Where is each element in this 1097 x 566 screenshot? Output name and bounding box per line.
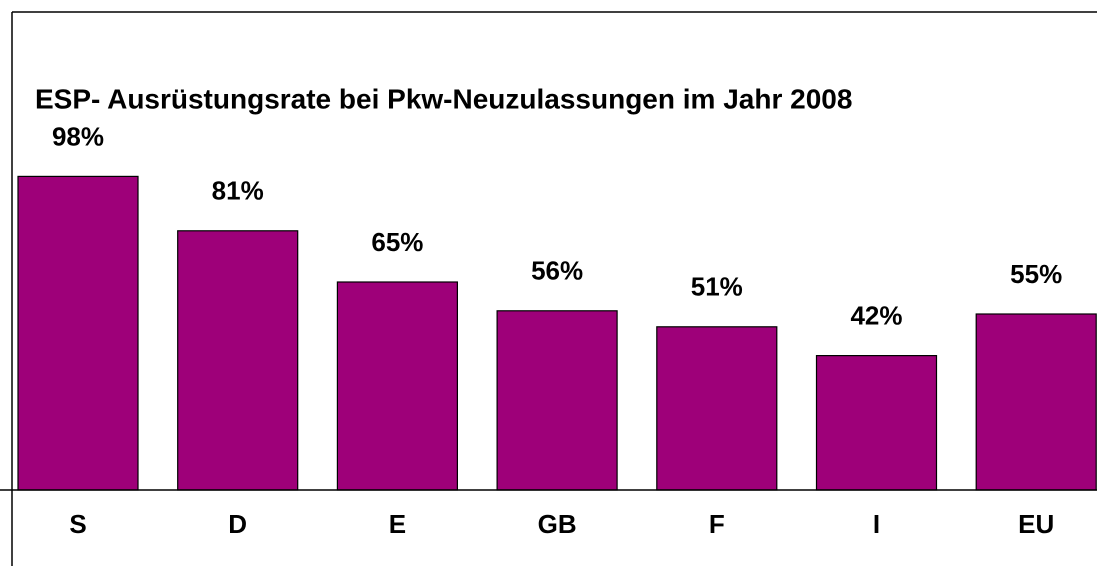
data-label: 51%	[691, 272, 743, 302]
bar	[177, 230, 299, 491]
bar	[656, 326, 778, 491]
bar	[815, 355, 938, 491]
bar	[975, 313, 1097, 491]
bar	[336, 281, 458, 491]
data-label: 42%	[850, 300, 902, 330]
x-tick-label: GB	[538, 509, 577, 539]
x-tick-label: D	[228, 509, 247, 539]
x-tick-label: EU	[1018, 509, 1054, 539]
x-tick-label: F	[709, 509, 725, 539]
data-label: 81%	[212, 176, 264, 206]
x-tick-label: E	[389, 509, 406, 539]
data-label: 55%	[1010, 259, 1062, 289]
x-tick-label: I	[873, 509, 880, 539]
x-tick-label: S	[69, 509, 86, 539]
chart-title: ESP- Ausrüstungsrate bei Pkw-Neuzulassun…	[35, 83, 852, 114]
bar	[496, 310, 618, 491]
bar	[17, 175, 139, 491]
data-label: 56%	[531, 256, 583, 286]
data-label: 98%	[52, 121, 104, 151]
data-label: 65%	[371, 227, 423, 257]
